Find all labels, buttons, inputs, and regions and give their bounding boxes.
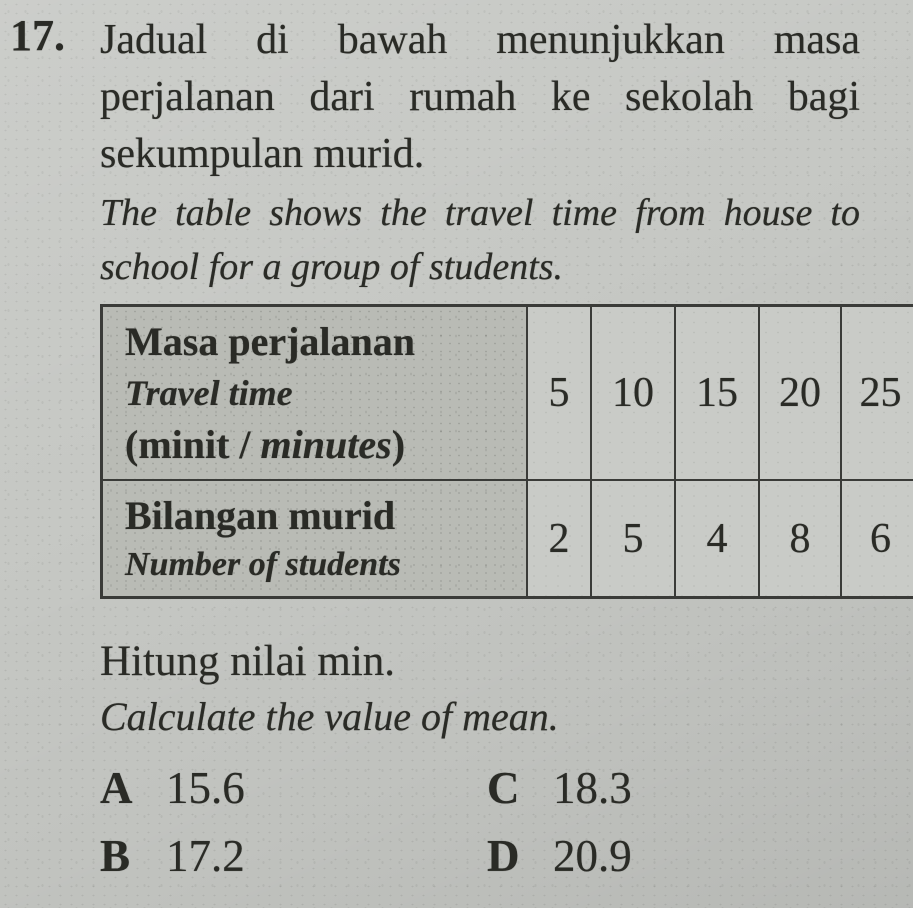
header-label-malay: Masa perjalanan [125,319,415,364]
header-label-english: Travel time [125,373,293,413]
header-label-english: Number of students [125,546,401,583]
row-header-travel-time: Masa perjalanan Travel time (minit / min… [100,304,528,481]
option-c-letter: C [487,763,520,813]
option-b-letter: B [100,831,131,881]
table-cell-students-4: 8 [758,479,842,599]
unit-italic: minutes [260,422,392,467]
table-cell-time-5: 25 [840,304,913,481]
option-d: D 20.9 [487,827,860,885]
question-malay-line-3: sekumpulan murid. [100,131,425,177]
option-b: B 17.2 [100,827,487,885]
question-content: Jadual di bawah menunjukkan masa perjala… [100,12,913,885]
table-cell-time-1: 5 [526,304,592,481]
unit-suffix: ) [391,422,406,467]
table-cell-time-4: 20 [758,304,842,481]
table-row-students: Bilangan murid Number of students 2 5 4 … [100,479,913,599]
option-b-value: 17.2 [166,831,245,881]
table-cell-time-2: 10 [590,304,676,481]
option-a-value: 15.6 [166,763,245,813]
row-header-students: Bilangan murid Number of students [100,479,528,599]
table-row-travel-time: Masa perjalanan Travel time (minit / min… [100,304,913,481]
option-c-value: 18.3 [553,763,632,813]
table-cell-students-5: 6 [840,479,913,599]
table-cell-students-2: 5 [590,479,676,599]
option-d-letter: D [487,831,520,881]
question-english-line-2: school for a group of students. [100,246,564,288]
question-text-malay: Jadual di bawah menunjukkan masa perjala… [100,12,860,183]
question-english-line-1: The table shows the travel time from hou… [100,192,860,234]
unit-prefix: (minit / [125,422,261,467]
option-c: C 18.3 [487,759,860,817]
options-grid: A 15.6 C 18.3 B 17.2 D 20.9 [100,759,860,885]
question-malay-line-1: Jadual di bawah menunjukkan masa [100,17,860,63]
question-prompt: Hitung nilai min. Calculate the value of… [100,635,860,745]
prompt-malay: Hitung nilai min. [100,638,396,685]
option-a: A 15.6 [100,759,487,817]
question-text-english: The table shows the travel time from hou… [100,186,860,294]
prompt-english: Calculate the value of mean. [100,694,559,739]
option-a-letter: A [100,763,133,813]
question-malay-line-2: perjalanan dari rumah ke sekolah bagi [100,74,860,120]
question-number: 17. [10,11,65,60]
table-cell-time-3: 15 [674,304,760,481]
travel-time-table: Masa perjalanan Travel time (minit / min… [100,304,913,599]
header-label-malay: Bilangan murid [125,493,396,538]
table-cell-students-1: 2 [526,479,592,599]
option-d-value: 20.9 [553,831,632,881]
table-cell-students-3: 4 [674,479,760,599]
header-label-unit: (minit / minutes) [125,418,520,471]
